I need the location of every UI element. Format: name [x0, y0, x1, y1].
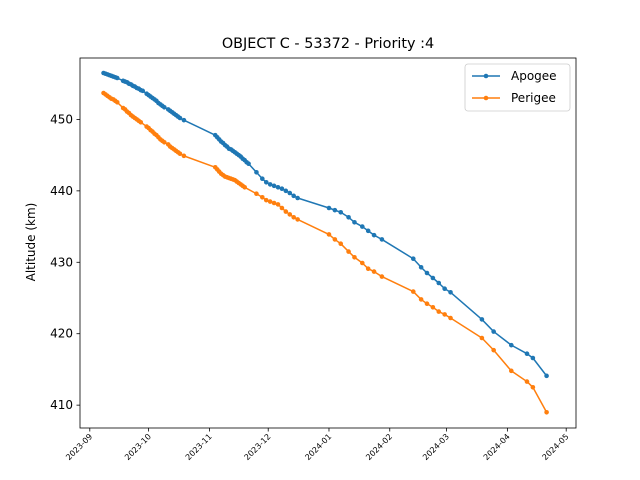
legend-apogee-marker [483, 73, 489, 79]
apogee-data-point [181, 117, 187, 123]
apogee-data-point [291, 193, 296, 199]
perigee-data-point [371, 269, 377, 274]
perigee-data-point [491, 347, 496, 353]
y-tick-label: 410 [50, 398, 73, 412]
apogee-data-point [530, 355, 536, 361]
perigee-data-point [275, 202, 281, 207]
y-tick-label: 440 [50, 184, 73, 198]
perigee-data-point [530, 384, 536, 390]
plot-frame [79, 57, 577, 429]
apogee-data-point [332, 207, 338, 213]
apogee-data-point [379, 237, 385, 242]
apogee-data-point [287, 190, 293, 196]
apogee-data-point [338, 209, 344, 215]
apogee-data-point [524, 351, 530, 357]
y-tick-label: 420 [50, 327, 73, 341]
perigee-data-point [254, 191, 259, 197]
perigee-data-point [479, 335, 485, 341]
apogee-data-point [271, 183, 277, 189]
perigee-data-point [279, 205, 285, 211]
apogee-data-point [295, 195, 300, 201]
legend-perigee-marker [483, 95, 489, 101]
perigee-data-point [544, 409, 549, 415]
perigee-data-point [418, 297, 424, 302]
apogee-data-point [371, 232, 377, 238]
perigee-data-point [283, 209, 289, 214]
perigee-data-point [114, 99, 120, 105]
apogee-data-point [365, 228, 371, 234]
perigee-data-point [442, 312, 447, 317]
apogee-data-point [326, 205, 332, 211]
perigee-data-point [181, 153, 187, 159]
perigee-data-point [177, 151, 183, 157]
perigee-data-point [509, 368, 514, 374]
apogee-data-point [436, 280, 442, 286]
apogee-data-point [410, 256, 416, 262]
perigee-data-point [326, 232, 332, 237]
apogee-data-point [448, 289, 453, 295]
apogee-data-point [418, 264, 424, 270]
apogee-data-point [263, 179, 269, 185]
perigee-data-point [379, 274, 385, 279]
plot-series [101, 70, 549, 415]
perigee-data-point [436, 309, 442, 314]
perigee-data-point [430, 304, 436, 310]
y-tick-label: 450 [50, 112, 73, 126]
perigee-data-point [260, 194, 265, 200]
perigee-data-point [360, 260, 365, 266]
legend: Apogee Perigee [464, 63, 571, 112]
perigee-data-point [448, 315, 453, 321]
perigee-data-point [271, 200, 277, 206]
apogee-data-point [360, 224, 365, 229]
apogee-data-point [509, 342, 514, 348]
perigee-data-point [287, 212, 293, 217]
chart-title: OBJECT C - 53372 - Priority :4 [222, 36, 434, 52]
y-tick-label: 430 [50, 255, 73, 269]
apogee-data-point [260, 176, 265, 182]
perigee-data-point [162, 139, 167, 145]
perigee-data-point [338, 241, 344, 247]
perigee-data-point [263, 197, 269, 203]
perigee-data-point [267, 199, 273, 204]
perigee-data-point [365, 266, 371, 272]
apogee-data-point [442, 286, 447, 292]
apogee-data-point [279, 186, 285, 192]
perigee-data-point [332, 237, 338, 242]
y-axis-ticks: 410 420 430 440 450 [50, 112, 80, 412]
apogee-data-point [424, 270, 430, 276]
perigee-data-point [410, 289, 416, 294]
apogee-data-point [544, 373, 549, 379]
apogee-data-point [346, 214, 351, 220]
perigee-data-point [524, 379, 530, 384]
perigee-data-point [352, 254, 357, 260]
perigee-data-point [291, 214, 296, 220]
apogee-data-point [177, 115, 183, 121]
apogee-data-point [352, 219, 357, 225]
apogee-data-point [479, 317, 485, 322]
legend-perigee-label: Perigee [511, 91, 556, 105]
apogee-data-point [283, 188, 289, 194]
apogee-data-point [246, 161, 251, 167]
legend-apogee-label: Apogee [511, 69, 557, 83]
apogee-data-point [491, 329, 496, 334]
apogee-data-point [162, 104, 167, 110]
apogee-data-point [140, 88, 146, 94]
apogee-data-point [267, 182, 273, 187]
y-axis-label: Altitude (km) [24, 203, 38, 282]
perigee-data-point [242, 184, 247, 190]
apogee-data-point [254, 169, 259, 175]
perigee-data-point [138, 119, 144, 125]
apogee-data-point [275, 184, 281, 190]
perigee-data-point [346, 249, 351, 254]
apogee-data-point [114, 75, 120, 81]
perigee-data-point [424, 301, 430, 307]
perigee-data-point [295, 217, 300, 222]
apogee-data-point [430, 275, 436, 281]
